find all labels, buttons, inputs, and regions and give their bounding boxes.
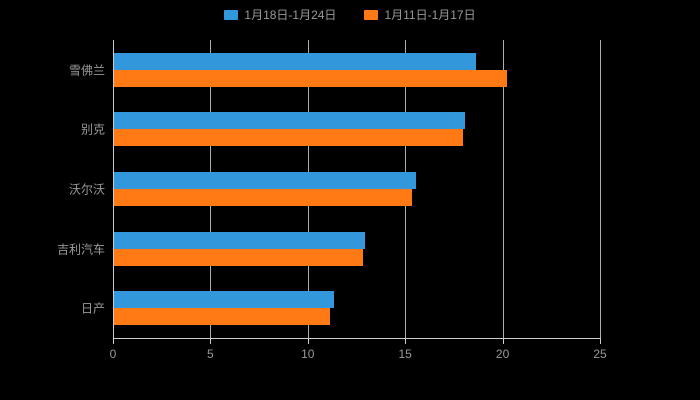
category-label: 沃尔沃 xyxy=(68,182,105,197)
bar-series-1 xyxy=(114,231,366,249)
plot-area xyxy=(113,40,601,339)
x-axis-tick xyxy=(600,339,601,344)
bar-series-2 xyxy=(114,189,413,206)
grid-line xyxy=(600,40,601,338)
grid-line xyxy=(502,40,504,338)
x-axis-tick xyxy=(405,339,407,344)
legend-marker-blue xyxy=(224,9,239,20)
legend-marker-orange xyxy=(364,9,379,20)
legend: 1月18日-1月24日 1月11日-1月17日 xyxy=(0,6,700,23)
bar-series-2 xyxy=(114,248,364,266)
bar-series-2 xyxy=(114,308,331,326)
x-axis-tick xyxy=(502,339,504,344)
category-label: 吉利汽车 xyxy=(56,242,105,257)
x-axis-tick xyxy=(307,339,309,344)
x-tick-label: 0 xyxy=(109,347,117,361)
bar-series-2 xyxy=(114,129,463,147)
x-tick-label: 10 xyxy=(301,347,315,361)
x-axis-tick xyxy=(210,339,212,344)
category-label: 别克 xyxy=(80,122,105,137)
category-label: 日产 xyxy=(80,301,105,316)
x-tick-label: 20 xyxy=(495,347,510,361)
bar-series-1 xyxy=(114,291,335,309)
bar-series-1 xyxy=(114,172,416,189)
legend-label: 1月11日-1月17日 xyxy=(384,8,476,22)
x-tick-label: 15 xyxy=(398,347,412,361)
x-tick-label: 5 xyxy=(207,347,214,361)
bar-series-1 xyxy=(114,112,465,130)
legend-item-current-week[interactable]: 1月18日-1月24日 xyxy=(224,6,336,23)
x-axis-tick xyxy=(113,339,114,344)
bar-series-2 xyxy=(114,69,508,87)
legend-item-previous-week[interactable]: 1月11日-1月17日 xyxy=(364,6,476,23)
legend-label: 1月18日-1月24日 xyxy=(244,8,337,22)
x-tick-label: 25 xyxy=(593,347,607,361)
category-label: 雪佛兰 xyxy=(68,63,105,78)
bar-series-1 xyxy=(114,52,477,70)
